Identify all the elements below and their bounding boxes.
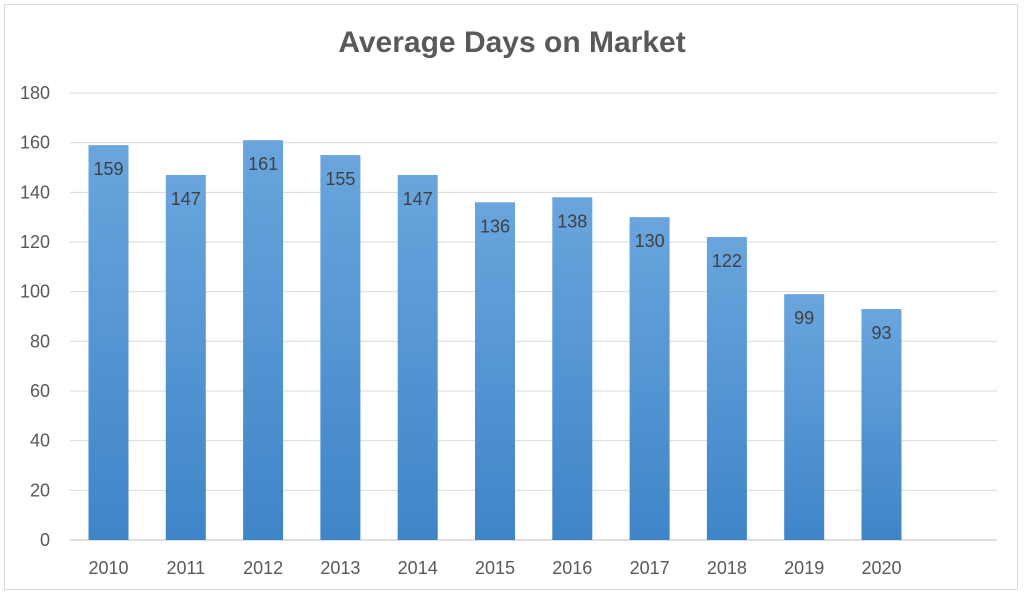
y-tick-label: 120 — [20, 232, 50, 252]
chart-title: Average Days on Market — [338, 26, 685, 59]
data-label: 93 — [871, 323, 891, 343]
data-label: 138 — [557, 211, 587, 231]
y-tick-label: 160 — [20, 133, 50, 153]
bar-2013 — [320, 155, 361, 541]
x-tick-label: 2018 — [707, 558, 747, 578]
bar-2014 — [397, 174, 438, 540]
bar-2017 — [629, 217, 670, 540]
bar-2020 — [861, 309, 902, 540]
y-axis-ticks: 0 20 40 60 80 100 120 140 160 180 — [20, 83, 50, 550]
bar-2012 — [243, 140, 284, 540]
x-tick-label: 2011 — [166, 558, 205, 578]
bars: 159 147 161 155 147 136 138 130 122 99 93 — [88, 140, 902, 541]
y-tick-label: 0 — [40, 530, 50, 550]
data-label: 147 — [171, 189, 201, 209]
bar-2015 — [475, 202, 515, 540]
bar-2018 — [706, 237, 747, 541]
y-tick-label: 180 — [20, 83, 50, 103]
y-tick-label: 80 — [30, 331, 50, 351]
data-label: 99 — [794, 308, 814, 328]
x-tick-label: 2020 — [861, 558, 901, 578]
bar-2011 — [165, 174, 206, 540]
bar-2019 — [784, 294, 825, 540]
x-tick-label: 2016 — [552, 558, 592, 578]
y-tick-label: 20 — [30, 480, 50, 500]
x-tick-label: 2012 — [243, 558, 283, 578]
data-label: 147 — [403, 189, 433, 209]
data-label: 130 — [635, 231, 665, 251]
x-axis-ticks: 2010 2011 2012 2013 2014 2015 2016 2017 2018 2019… — [88, 558, 901, 578]
x-tick-label: 2019 — [784, 558, 824, 578]
data-label: 122 — [712, 251, 742, 271]
data-label: 159 — [93, 159, 123, 179]
y-tick-label: 60 — [30, 381, 50, 401]
data-label: 161 — [248, 154, 278, 174]
bar-2016 — [552, 197, 593, 541]
y-tick-label: 140 — [20, 182, 50, 202]
x-tick-label: 2015 — [475, 558, 515, 578]
y-tick-label: 40 — [30, 431, 50, 451]
data-label: 155 — [325, 169, 355, 189]
bar-2010 — [88, 145, 129, 540]
x-tick-label: 2014 — [398, 558, 438, 578]
y-tick-label: 100 — [20, 282, 50, 302]
x-tick-label: 2010 — [88, 558, 128, 578]
gridlines — [70, 92, 997, 541]
x-tick-label: 2017 — [630, 558, 670, 578]
data-label: 136 — [480, 216, 510, 236]
x-tick-label: 2013 — [320, 558, 360, 578]
